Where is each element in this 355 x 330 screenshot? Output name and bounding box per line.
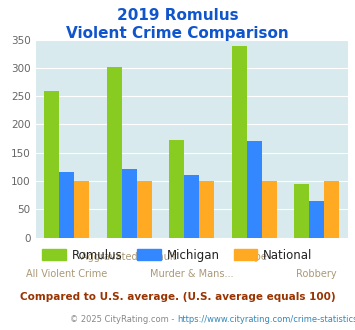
Bar bbox=[44, 90, 59, 238]
Bar bbox=[137, 181, 152, 238]
Text: Murder & Mans...: Murder & Mans... bbox=[150, 269, 234, 279]
Text: https://www.cityrating.com/crime-statistics/: https://www.cityrating.com/crime-statist… bbox=[178, 315, 355, 324]
Text: Violent Crime Comparison: Violent Crime Comparison bbox=[66, 26, 289, 41]
Bar bbox=[262, 181, 277, 238]
Bar bbox=[59, 172, 74, 238]
Bar bbox=[309, 201, 324, 238]
Legend: Romulus, Michigan, National: Romulus, Michigan, National bbox=[38, 244, 317, 266]
Bar bbox=[169, 140, 184, 238]
Bar bbox=[122, 169, 137, 238]
Bar bbox=[324, 181, 339, 238]
Text: Compared to U.S. average. (U.S. average equals 100): Compared to U.S. average. (U.S. average … bbox=[20, 292, 335, 302]
Bar bbox=[294, 184, 309, 238]
Bar bbox=[232, 47, 247, 238]
Text: Robbery: Robbery bbox=[296, 269, 337, 279]
Text: © 2025 CityRating.com -: © 2025 CityRating.com - bbox=[71, 315, 178, 324]
Bar bbox=[74, 181, 89, 238]
Text: Aggravated Assault: Aggravated Assault bbox=[81, 252, 177, 262]
Bar bbox=[107, 67, 122, 238]
Text: Rape: Rape bbox=[242, 252, 267, 262]
Bar bbox=[199, 181, 214, 238]
Text: All Violent Crime: All Violent Crime bbox=[26, 269, 107, 279]
Text: 2019 Romulus: 2019 Romulus bbox=[117, 8, 238, 23]
Bar bbox=[247, 142, 262, 238]
Bar bbox=[184, 175, 199, 238]
